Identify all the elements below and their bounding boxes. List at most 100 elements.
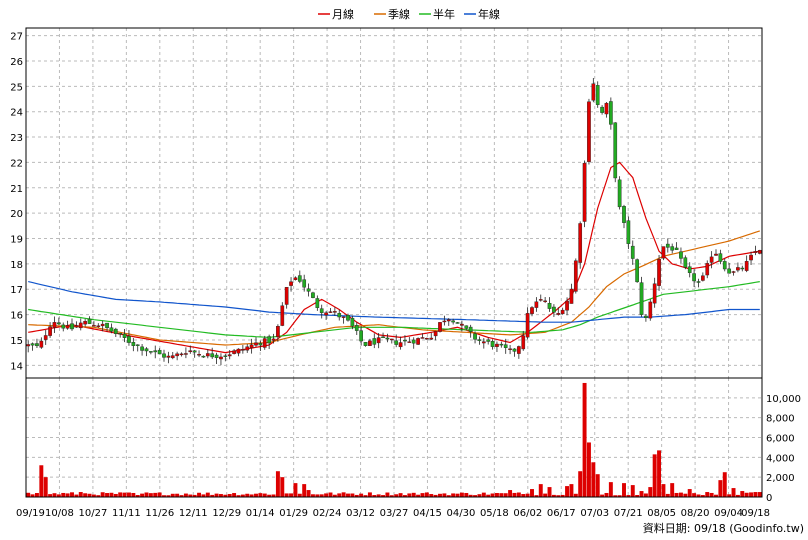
candle-down xyxy=(727,268,731,274)
volume-bar xyxy=(516,492,521,497)
candle-up xyxy=(538,299,543,301)
volume-bar xyxy=(749,492,754,497)
date-tick-label: 07/21 xyxy=(614,508,643,519)
candle-down xyxy=(696,281,701,283)
candle-down xyxy=(600,106,604,113)
volume-bar xyxy=(512,492,517,497)
candle-up xyxy=(425,337,429,340)
volume-bar xyxy=(643,493,648,497)
volume-bar xyxy=(674,492,679,497)
candle-up xyxy=(744,261,749,271)
volume-bar xyxy=(236,495,241,497)
candle-up xyxy=(52,322,57,328)
volume-bar xyxy=(438,493,442,497)
volume-bar xyxy=(197,492,202,497)
volume-bar xyxy=(722,472,727,497)
candle-up xyxy=(582,162,587,222)
legend-label: 月線 xyxy=(332,7,354,21)
volume-bar xyxy=(302,484,307,497)
candle-down xyxy=(144,348,149,352)
candle-down xyxy=(113,328,118,334)
volume-bar xyxy=(534,495,539,497)
candle-down xyxy=(617,179,622,208)
price-tick-label: 16 xyxy=(10,311,23,322)
date-tick-label: 01/14 xyxy=(246,508,275,519)
candle-down xyxy=(609,101,613,125)
volume-bar xyxy=(459,492,464,497)
candle-up xyxy=(179,353,184,356)
candle-down xyxy=(135,344,140,346)
volume-bar xyxy=(284,493,289,497)
volume-bar xyxy=(350,493,355,497)
volume-bar xyxy=(280,477,285,497)
candle-up xyxy=(407,341,412,343)
volume-bar xyxy=(166,495,171,497)
candle-down xyxy=(35,343,39,347)
price-axis: 14 15 16 17 18 19 20 21 22 23 24 25 26 27 xyxy=(10,32,23,373)
candle-up xyxy=(442,320,447,323)
volume-bar xyxy=(341,492,346,497)
candle-up xyxy=(416,338,420,345)
volume-bar xyxy=(337,493,342,497)
price-grid xyxy=(25,28,763,378)
candle-up xyxy=(530,307,534,314)
candle-down xyxy=(674,247,679,250)
candle-up xyxy=(657,259,661,286)
candle-up xyxy=(376,337,381,344)
ma-line-月線 xyxy=(28,161,760,354)
volume-bar xyxy=(648,487,653,497)
volume-bar xyxy=(416,494,421,497)
candle-up xyxy=(78,322,83,329)
date-tick-label: 08/20 xyxy=(681,508,710,519)
candle-up xyxy=(249,344,254,348)
volume-bar xyxy=(43,477,48,497)
candle-up xyxy=(170,355,175,359)
volume-bar xyxy=(464,492,469,497)
legend-label: 季線 xyxy=(388,7,410,21)
candle-down xyxy=(350,317,355,327)
volume-bar xyxy=(258,493,263,497)
candle-up xyxy=(39,340,44,348)
date-tick-label: 06/02 xyxy=(513,508,542,519)
volume-bar xyxy=(332,494,337,497)
volume-bar xyxy=(245,493,250,497)
volume-bar xyxy=(315,494,320,497)
volume-bar xyxy=(569,484,574,497)
ma-line-年線 xyxy=(28,281,760,323)
candle-down xyxy=(354,325,359,331)
price-tick-label: 27 xyxy=(10,32,23,43)
volume-bar xyxy=(275,471,280,497)
candle-up xyxy=(324,312,328,316)
candle-down xyxy=(105,322,109,329)
candle-down xyxy=(297,275,302,282)
volume-bar xyxy=(385,492,390,497)
volume-bar xyxy=(148,493,153,497)
candle-down xyxy=(679,251,683,259)
volume-tick-label: 6,000 xyxy=(766,434,795,445)
candle-up xyxy=(241,349,245,351)
volume-bar xyxy=(508,490,513,497)
candle-down xyxy=(486,339,491,342)
candle-up xyxy=(433,330,438,337)
candle-down xyxy=(109,327,114,332)
volume-bar xyxy=(617,495,622,497)
volume-bar xyxy=(328,492,333,497)
candle-up xyxy=(26,344,31,347)
candle-up xyxy=(175,353,179,357)
candle-up xyxy=(280,305,285,326)
candle-down xyxy=(473,333,477,340)
candle-down xyxy=(468,326,473,332)
candle-down xyxy=(622,206,626,223)
date-tick-label: 05/18 xyxy=(480,508,509,519)
candle-down xyxy=(223,355,228,357)
candle-up xyxy=(508,348,512,350)
volume-bar xyxy=(354,494,359,497)
volume-bar xyxy=(56,494,61,497)
volume-bar xyxy=(319,494,324,497)
candle-up xyxy=(276,326,280,338)
candle-up xyxy=(254,342,258,346)
candle-up xyxy=(48,326,52,336)
volume-bar xyxy=(665,493,670,497)
volume-bar xyxy=(718,480,723,497)
candle-up xyxy=(709,256,714,263)
